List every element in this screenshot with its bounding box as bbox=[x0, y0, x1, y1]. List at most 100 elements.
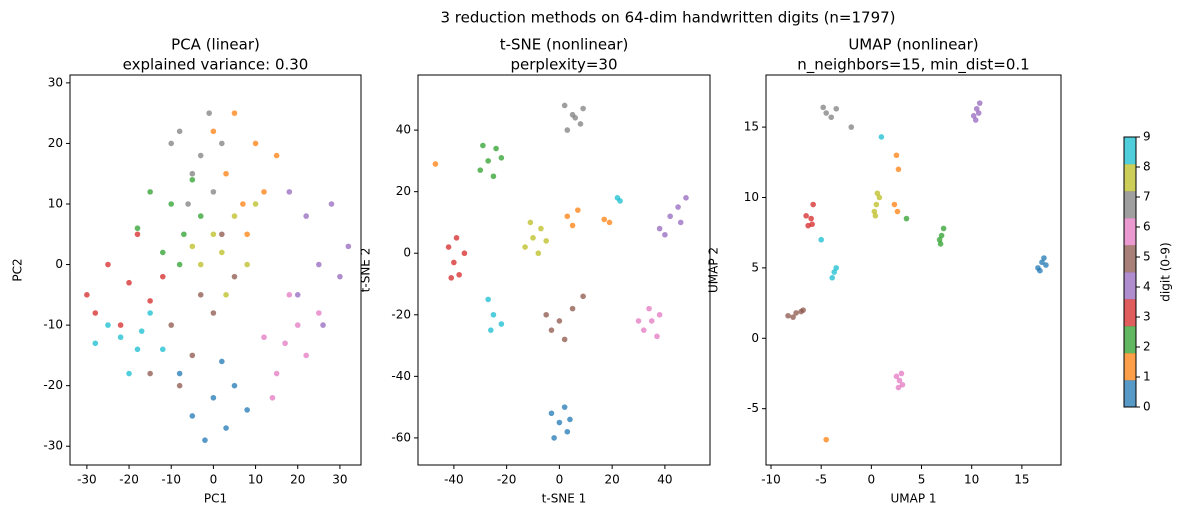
y-tick-label: 30 bbox=[48, 75, 63, 89]
x-tick-label: 0 bbox=[868, 473, 876, 487]
point bbox=[134, 346, 141, 353]
point bbox=[556, 318, 563, 324]
colorbar-swatch bbox=[1124, 272, 1136, 300]
point bbox=[878, 134, 885, 140]
x-tick-label: -30 bbox=[77, 473, 97, 487]
point bbox=[168, 201, 175, 207]
point bbox=[286, 189, 293, 195]
point bbox=[548, 410, 555, 417]
point bbox=[656, 225, 663, 232]
point bbox=[810, 201, 816, 208]
x-tick-label: 5 bbox=[918, 473, 926, 487]
point bbox=[538, 225, 544, 232]
colorbar-tick-label: 7 bbox=[1143, 190, 1151, 204]
point bbox=[543, 238, 549, 244]
point bbox=[147, 310, 153, 316]
chart-title: explained variance: 0.30 bbox=[123, 56, 309, 74]
point bbox=[126, 279, 132, 286]
x-tick-label: 30 bbox=[332, 473, 347, 487]
point bbox=[231, 382, 238, 389]
point bbox=[117, 334, 124, 341]
point bbox=[656, 311, 663, 318]
point bbox=[972, 117, 979, 123]
point bbox=[548, 327, 555, 333]
point bbox=[231, 213, 238, 219]
point bbox=[569, 222, 576, 229]
point bbox=[798, 308, 804, 315]
x-tick-label: 40 bbox=[657, 473, 672, 487]
point bbox=[561, 404, 568, 410]
point bbox=[210, 310, 217, 316]
point bbox=[168, 140, 175, 147]
point bbox=[448, 275, 455, 281]
colorbar-swatch bbox=[1124, 380, 1136, 408]
x-tick-label: -40 bbox=[444, 473, 464, 487]
points bbox=[432, 102, 689, 441]
point bbox=[189, 352, 196, 359]
point bbox=[648, 318, 655, 324]
point bbox=[493, 145, 499, 152]
y-tick-label: 0 bbox=[55, 257, 63, 271]
chart-title: perplexity=30 bbox=[510, 56, 617, 74]
x-tick-label: 20 bbox=[604, 473, 619, 487]
point bbox=[823, 436, 830, 443]
point bbox=[445, 244, 452, 250]
point bbox=[808, 215, 814, 222]
colorbar-swatch bbox=[1124, 218, 1136, 246]
point bbox=[873, 201, 880, 208]
chart-title: t-SNE (nonlinear) bbox=[500, 36, 629, 54]
y-tick-label: -10 bbox=[43, 318, 63, 332]
point bbox=[1037, 267, 1043, 274]
point bbox=[903, 215, 910, 222]
point bbox=[485, 296, 491, 303]
point bbox=[210, 189, 217, 195]
y-tick-label: 10 bbox=[744, 190, 759, 204]
points bbox=[785, 100, 1049, 443]
point bbox=[818, 236, 824, 243]
point bbox=[176, 382, 183, 389]
colorbar-label: digit (0-9) bbox=[1159, 242, 1173, 301]
colorbar-swatch bbox=[1124, 191, 1136, 219]
point bbox=[646, 305, 652, 312]
point bbox=[567, 416, 573, 423]
point bbox=[662, 231, 668, 238]
point bbox=[189, 170, 196, 177]
point bbox=[833, 105, 840, 112]
point bbox=[202, 437, 208, 443]
point bbox=[485, 158, 491, 164]
point bbox=[303, 213, 309, 219]
point bbox=[833, 265, 840, 271]
point bbox=[580, 293, 586, 300]
chart-title: PCA (linear) bbox=[171, 36, 260, 54]
point bbox=[219, 231, 225, 238]
point bbox=[159, 346, 166, 353]
point bbox=[640, 327, 647, 333]
point bbox=[286, 292, 293, 298]
point bbox=[451, 259, 457, 266]
point bbox=[176, 261, 183, 268]
point bbox=[134, 225, 141, 232]
point bbox=[197, 261, 204, 268]
point bbox=[316, 310, 322, 316]
point bbox=[848, 124, 855, 130]
x-tick-label: 20 bbox=[290, 473, 305, 487]
point bbox=[829, 274, 836, 281]
point bbox=[197, 152, 204, 159]
point bbox=[876, 194, 883, 201]
point bbox=[231, 273, 238, 280]
point bbox=[936, 236, 943, 243]
point bbox=[197, 292, 204, 298]
point bbox=[189, 176, 196, 183]
point bbox=[564, 428, 571, 435]
colorbar-swatch bbox=[1124, 353, 1136, 381]
point bbox=[893, 152, 900, 159]
point bbox=[159, 249, 166, 256]
point bbox=[303, 352, 309, 359]
axes-frame bbox=[765, 74, 1062, 466]
point bbox=[92, 340, 99, 347]
y-tick-label: -60 bbox=[391, 430, 411, 444]
y-axis-label: PC2 bbox=[11, 258, 25, 281]
point bbox=[477, 167, 484, 173]
point bbox=[831, 269, 838, 275]
point bbox=[940, 225, 947, 232]
